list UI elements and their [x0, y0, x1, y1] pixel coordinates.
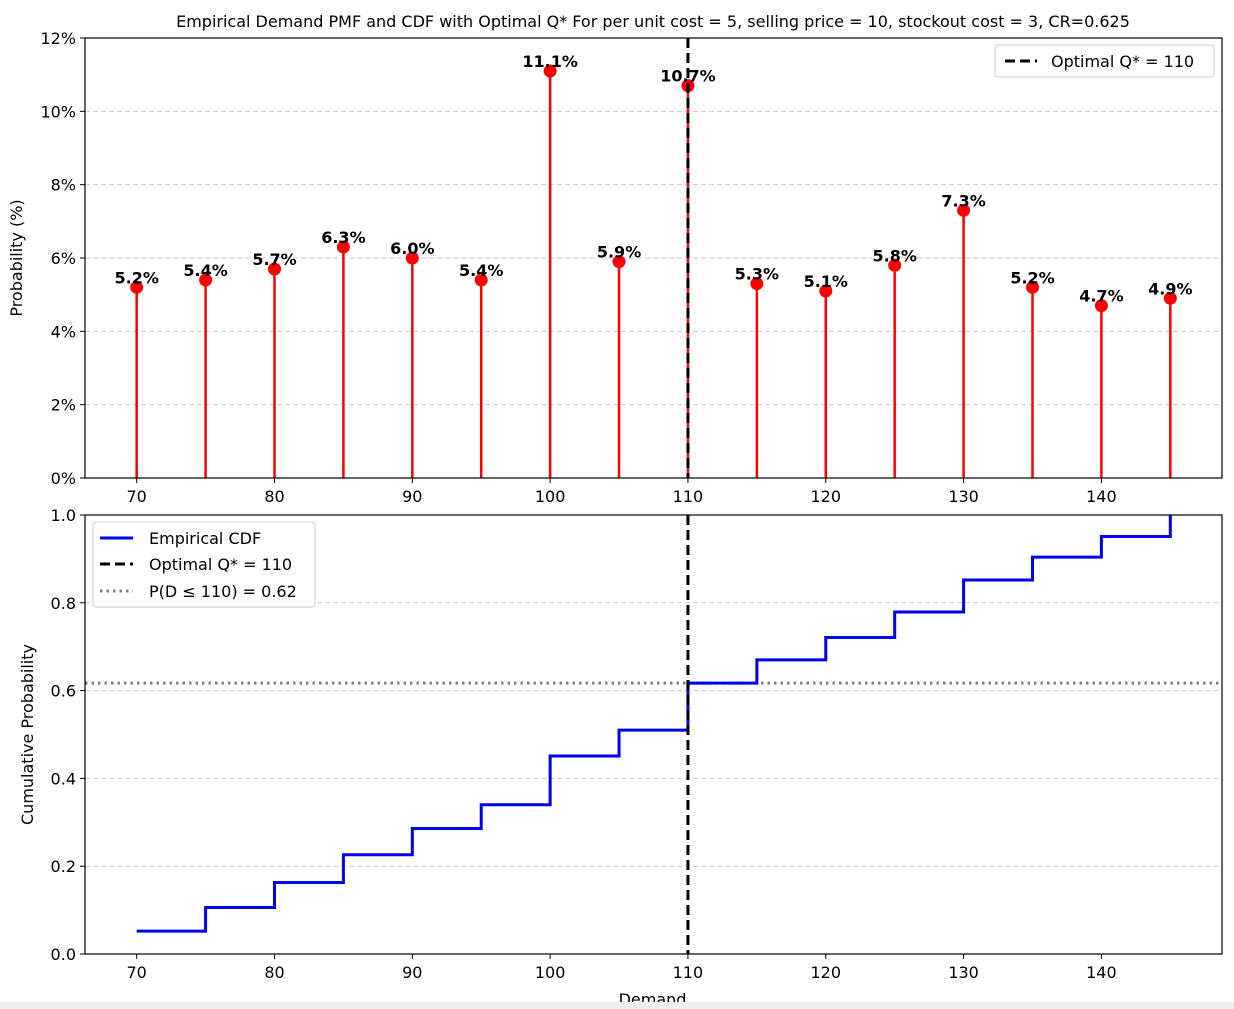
pmf-x-ticks: 70 80 90 100 110 120 130 140	[127, 478, 1117, 506]
pmf-marker	[1094, 299, 1108, 313]
pmf-x-tick-label: 120	[810, 487, 841, 506]
cdf-y-ticks: 0.0 0.2 0.4 0.6 0.8 1.0	[51, 506, 85, 964]
pmf-data-label: 6.0%	[390, 239, 434, 258]
pmf-data-label: 4.9%	[1148, 279, 1192, 298]
cdf-x-tick-label: 70	[127, 963, 147, 982]
cdf-panel: 70 80 90 100 110 120 130 140 0.0 0.2 0.4 0.6 0.8 1.0…	[18, 506, 1223, 1009]
cdf-y-tick-label: 0.2	[51, 857, 76, 876]
pmf-marker	[957, 203, 971, 217]
cdf-legend: Empirical CDF Optimal Q* = 110 P(D ≤ 110…	[92, 521, 316, 608]
pmf-data-label: 5.1%	[804, 272, 848, 291]
cdf-y-tick-label: 0.4	[51, 769, 76, 788]
pmf-marker	[199, 273, 213, 287]
pmf-x-tick-label: 130	[948, 487, 979, 506]
cdf-legend-reference-label: P(D ≤ 110) = 0.62	[149, 582, 297, 601]
pmf-data-label: 6.3%	[321, 228, 365, 247]
pmf-x-tick-label: 80	[264, 487, 284, 506]
pmf-data-label: 5.9%	[597, 243, 641, 262]
pmf-y-tick-label: 4%	[51, 322, 76, 341]
pmf-marker	[543, 64, 557, 78]
pmf-marker	[405, 251, 419, 265]
pmf-data-label: 5.4%	[183, 261, 227, 280]
pmf-x-tick-label: 70	[127, 487, 147, 506]
pmf-marker	[336, 240, 350, 254]
pmf-x-tick-label: 90	[402, 487, 422, 506]
pmf-data-label: 5.8%	[872, 246, 916, 265]
cdf-legend-cdf-label: Empirical CDF	[149, 529, 261, 548]
chart-title: Empirical Demand PMF and CDF with Optima…	[176, 12, 1130, 31]
cdf-y-tick-label: 0.8	[51, 594, 76, 613]
pmf-y-tick-label: 2%	[51, 396, 76, 415]
pmf-marker	[819, 284, 833, 298]
pmf-data-label: 5.4%	[459, 261, 503, 280]
pmf-x-tick-label: 110	[673, 487, 704, 506]
cdf-x-ticks: 70 80 90 100 110 120 130 140	[127, 954, 1117, 982]
cdf-x-tick-label: 80	[264, 963, 284, 982]
pmf-panel: 5.2% 5.4% 5.7% 6.3% 6.0% 5.4% 11.1% 5.9% 10.7% 5.…	[7, 29, 1223, 506]
cdf-legend-optimal-label: Optimal Q* = 110	[149, 555, 292, 574]
cdf-y-tick-label: 0.0	[51, 945, 76, 964]
cdf-axes-frame	[84, 514, 1223, 955]
pmf-data-label: 5.3%	[735, 265, 779, 284]
cdf-x-tick-label: 140	[1086, 963, 1117, 982]
pmf-legend: Optimal Q* = 110	[994, 44, 1215, 78]
cdf-x-tick-label: 120	[810, 963, 841, 982]
cdf-x-tick-label: 110	[673, 963, 704, 982]
pmf-y-axis-label: Probability (%)	[7, 199, 26, 316]
cdf-x-tick-label: 130	[948, 963, 979, 982]
window-bottom-strip	[0, 1002, 1234, 1009]
cdf-y-axis-label: Cumulative Probability	[18, 644, 37, 825]
pmf-gridlines	[85, 37, 1222, 406]
pmf-y-tick-label: 6%	[51, 249, 76, 268]
pmf-marker	[130, 280, 144, 294]
pmf-marker	[1163, 291, 1177, 305]
pmf-y-tick-label: 12%	[40, 29, 76, 48]
pmf-x-tick-label: 100	[535, 487, 566, 506]
pmf-y-tick-label: 0%	[51, 469, 76, 488]
pmf-y-tick-label: 10%	[40, 102, 76, 121]
pmf-data-label: 10.7%	[660, 67, 716, 86]
pmf-data-label: 4.7%	[1079, 287, 1123, 306]
cdf-x-tick-label: 100	[535, 963, 566, 982]
pmf-marker	[750, 277, 764, 291]
cdf-y-tick-label: 0.6	[51, 682, 76, 701]
cdf-legend-box	[92, 521, 316, 608]
pmf-data-label: 5.2%	[114, 268, 158, 287]
pmf-marker	[612, 255, 626, 269]
pmf-x-tick-label: 140	[1086, 487, 1117, 506]
pmf-data-label: 11.1%	[522, 52, 578, 71]
cdf-y-tick-label: 1.0	[51, 506, 76, 525]
pmf-marker	[474, 273, 488, 287]
pmf-legend-box	[994, 44, 1215, 78]
pmf-y-ticks: 0% 2% 4% 6% 8% 10% 12%	[40, 29, 85, 488]
pmf-y-tick-label: 8%	[51, 176, 76, 195]
cdf-x-tick-label: 90	[402, 963, 422, 982]
pmf-data-label: 5.7%	[252, 250, 296, 269]
pmf-data-labels: 5.2% 5.4% 5.7% 6.3% 6.0% 5.4% 11.1% 5.9% 10.7% 5.…	[114, 52, 1192, 306]
cdf-gridlines	[85, 602, 1222, 867]
pmf-marker	[1026, 280, 1039, 294]
pmf-data-label: 5.2%	[1010, 268, 1054, 287]
pmf-marker	[888, 258, 902, 272]
pmf-legend-optimal-label: Optimal Q* = 110	[1051, 52, 1194, 71]
pmf-data-label: 7.3%	[941, 191, 985, 210]
pmf-marker	[268, 262, 281, 276]
